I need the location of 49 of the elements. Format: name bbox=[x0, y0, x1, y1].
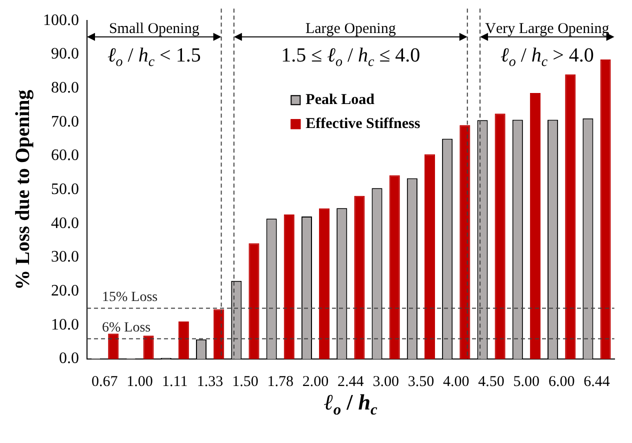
x-tick-label: 4.00 bbox=[443, 374, 470, 390]
y-tick-label: 60.0 bbox=[51, 147, 79, 164]
y-tick-label: 80.0 bbox=[51, 79, 79, 96]
x-tick-label: 2.00 bbox=[302, 374, 329, 390]
y-tick-label: 20.0 bbox=[51, 282, 79, 300]
ref-line-label: 6% Loss bbox=[102, 320, 151, 336]
x-tick-label: 4.50 bbox=[478, 374, 504, 390]
x-tick-label: 1.11 bbox=[162, 374, 188, 390]
x-tick-label: 1.50 bbox=[232, 374, 258, 390]
x-tick-label: 3.50 bbox=[408, 374, 434, 390]
bar bbox=[319, 208, 330, 359]
y-tick-label: 30.0 bbox=[51, 248, 79, 266]
text: Small Opening bbox=[108, 20, 200, 37]
text: Large Opening bbox=[305, 20, 396, 37]
bar bbox=[214, 309, 224, 359]
bar bbox=[178, 321, 189, 359]
x-tick-label: 3.00 bbox=[372, 374, 399, 390]
x-tick-label: 1.00 bbox=[126, 374, 153, 390]
bar bbox=[600, 60, 611, 359]
bar bbox=[530, 93, 540, 359]
y-tick-label: 50.0 bbox=[51, 181, 79, 198]
x-tick-label: 6.44 bbox=[584, 374, 610, 390]
x-tick-label: 6.00 bbox=[548, 374, 575, 390]
y-tick-label: 10.0 bbox=[51, 316, 79, 334]
y-tick-label: 40.0 bbox=[51, 214, 79, 232]
bar bbox=[494, 114, 506, 359]
text: Effective Stiffness bbox=[306, 116, 420, 132]
y-tick-label: 0.0 bbox=[59, 350, 79, 368]
legend-label: Peak Load bbox=[306, 92, 376, 108]
bar bbox=[460, 125, 470, 359]
x-tick-label: 1.78 bbox=[267, 374, 294, 390]
x-tick-label: 0.67 bbox=[91, 374, 118, 390]
bar bbox=[424, 154, 436, 359]
bar bbox=[565, 74, 576, 359]
x-tick-label: 5.00 bbox=[513, 374, 540, 390]
ref-line-label: 15% Loss bbox=[102, 290, 158, 305]
bar bbox=[389, 175, 400, 359]
bar bbox=[248, 243, 260, 359]
text: < 1.5 bbox=[160, 44, 201, 66]
bar bbox=[354, 196, 365, 359]
bar bbox=[284, 214, 294, 359]
x-tick-label: 2.44 bbox=[338, 374, 364, 390]
y-tick-label: 100.0 bbox=[43, 12, 79, 29]
y-tick-label: 90.0 bbox=[51, 46, 79, 63]
bar bbox=[143, 336, 154, 359]
bar bbox=[108, 334, 119, 359]
y-tick-label: 70.0 bbox=[51, 113, 79, 130]
x-tick-label: 1.33 bbox=[196, 374, 224, 390]
y-axis-title: % Loss due to Opening bbox=[12, 90, 34, 290]
